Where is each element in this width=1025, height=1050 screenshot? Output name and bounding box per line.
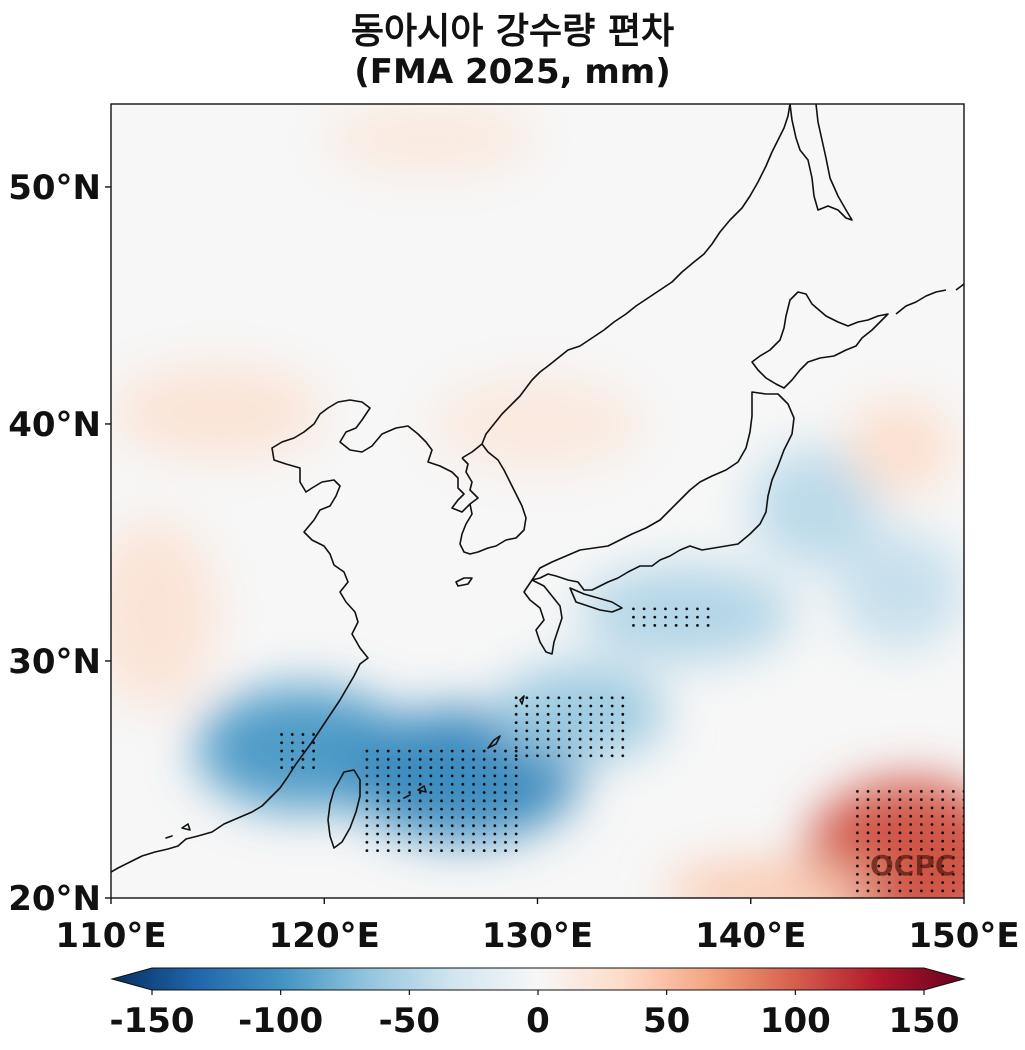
x-tick-label: 150°E: [908, 916, 1019, 956]
anomaly-pacific-south-wet: [665, 862, 879, 898]
colorbar-gradient: [110, 967, 966, 991]
y-tick-label: 30°N: [8, 642, 101, 682]
x-tick-label: 140°E: [695, 916, 806, 956]
ocpc-watermark: OCPC: [870, 849, 955, 882]
kuril-islands: [895, 283, 964, 315]
anomaly-mongolia-wet: [324, 104, 538, 176]
shikoku: [569, 587, 623, 613]
taiwan: [327, 769, 361, 849]
map-subtitle: (FMA 2025, mm): [354, 52, 671, 92]
colorbar-tick-label: -100: [238, 1001, 323, 1041]
y-tick-label: 50°N: [8, 168, 101, 208]
colorbar-tick-label: -50: [379, 1001, 440, 1041]
colorbar-tick-label: -150: [109, 1001, 194, 1041]
colorbar-tick-label: 100: [760, 1001, 831, 1041]
significance-stippling: [280, 607, 964, 893]
colorbar-tick-label: 0: [526, 1001, 550, 1041]
colorbar-tick-label: 150: [889, 1001, 960, 1041]
longitude-ticks: 110°E 120°E 130°E 140°E 150°E: [55, 898, 1020, 956]
anomaly-south-china-wet: [111, 518, 218, 709]
anomaly-hokkaido-east-wet: [846, 400, 954, 496]
anomaly-north-china-wet: [111, 364, 325, 460]
honshu: [531, 391, 795, 591]
anomaly-pacific-east-dry: [836, 530, 964, 650]
x-tick-label: 110°E: [55, 916, 166, 956]
stipple-shikoku-south: [632, 607, 710, 627]
y-tick-label: 40°N: [8, 405, 101, 445]
colorbar: -150 -100 -50 0 50 100 150: [109, 967, 966, 1041]
anomaly-pacific-southeast-wet: [804, 779, 964, 898]
korea-peninsula: [459, 443, 527, 555]
stipple-east-of-taiwan: [365, 749, 518, 852]
jeju: [455, 577, 473, 587]
x-tick-label: 120°E: [269, 916, 380, 956]
coastlines: [111, 104, 964, 873]
hainan-nw: [165, 823, 191, 839]
ryukyu-islands: [403, 695, 525, 799]
kyushu: [523, 579, 563, 655]
latitude-ticks: 20°N 30°N 40°N 50°N: [8, 168, 111, 919]
stipple-pacific-southeast: [855, 789, 964, 893]
stipple-ryukyu-south: [514, 696, 625, 758]
sakhalin: [789, 104, 853, 221]
korea-coast: [461, 104, 791, 459]
anomaly-honshu-east-dry: [750, 447, 879, 567]
hokkaido: [751, 291, 889, 389]
colorbar-ticks: -150 -100 -50 0 50 100 150: [109, 990, 959, 1041]
colorbar-tick-label: 50: [643, 1001, 690, 1041]
y-tick-label: 20°N: [8, 879, 101, 919]
map-title: 동아시아 강수량 편차: [350, 11, 675, 52]
anomaly-pacific-south-japan-dry: [580, 566, 794, 661]
china-coast: [111, 399, 479, 873]
x-tick-label: 130°E: [482, 916, 593, 956]
